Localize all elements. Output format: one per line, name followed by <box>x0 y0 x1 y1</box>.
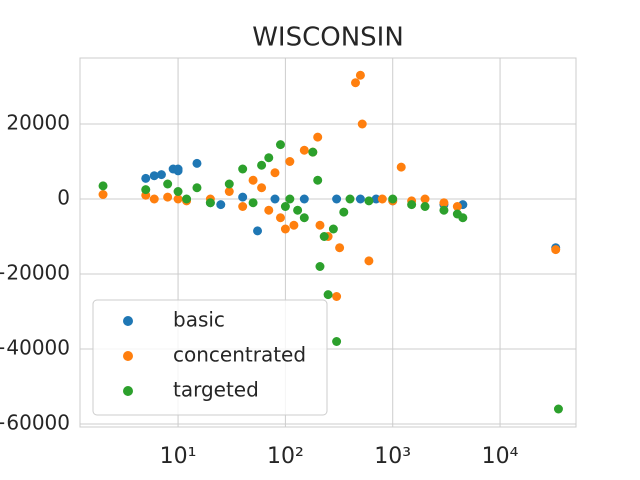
point <box>270 168 280 178</box>
point <box>280 202 290 211</box>
legend-label: targeted <box>173 378 259 402</box>
point <box>264 205 274 215</box>
point <box>173 164 183 174</box>
point <box>407 200 417 210</box>
point <box>285 194 295 204</box>
point <box>351 78 361 88</box>
point <box>253 226 263 236</box>
point <box>163 179 173 189</box>
point <box>156 170 166 180</box>
point <box>224 179 234 189</box>
point <box>238 192 248 202</box>
point <box>173 187 183 196</box>
point <box>396 162 406 172</box>
point <box>248 198 258 208</box>
point <box>420 202 430 211</box>
point <box>355 70 365 80</box>
point <box>248 175 258 185</box>
point <box>275 140 285 150</box>
x-tick-label: 10³ <box>374 444 411 469</box>
point <box>270 194 280 204</box>
point <box>293 205 303 215</box>
point <box>323 290 333 300</box>
point <box>364 196 374 206</box>
point <box>264 153 274 163</box>
plot-frame <box>79 57 577 428</box>
legend-marker <box>123 351 133 361</box>
point <box>182 194 192 204</box>
point <box>192 183 202 193</box>
point <box>257 160 267 170</box>
point <box>452 202 462 211</box>
point <box>275 213 285 223</box>
point <box>315 220 325 230</box>
point <box>319 232 329 241</box>
y-tick-label: −40000 <box>0 336 70 360</box>
point <box>439 205 449 215</box>
point <box>280 224 290 234</box>
point <box>345 194 355 204</box>
point <box>257 183 267 193</box>
point <box>216 200 226 210</box>
x-axis-label: Population <box>275 479 380 480</box>
point <box>98 181 108 191</box>
point <box>420 194 430 204</box>
point <box>553 404 563 414</box>
point <box>551 245 561 255</box>
point <box>149 171 159 181</box>
y-tick-label: −20000 <box>0 261 70 285</box>
x-tick-label: 10² <box>267 444 304 469</box>
point <box>357 119 367 129</box>
point <box>299 213 309 223</box>
point <box>192 158 202 168</box>
y-tick-label: −60000 <box>0 411 70 435</box>
legend-label: basic <box>173 308 225 332</box>
point <box>173 194 183 204</box>
point <box>285 157 295 166</box>
point <box>377 194 387 204</box>
point <box>141 173 151 183</box>
point <box>313 132 323 142</box>
y-tick-label: 20000 <box>6 111 70 135</box>
point <box>299 194 309 204</box>
point <box>458 213 468 223</box>
point <box>328 224 338 234</box>
point <box>141 185 151 195</box>
point <box>98 190 108 199</box>
legend-label: concentrated <box>173 343 306 367</box>
point <box>439 198 449 208</box>
point <box>205 198 215 208</box>
point <box>163 192 173 202</box>
point <box>335 243 345 253</box>
point <box>238 202 248 211</box>
point <box>313 175 323 185</box>
point <box>289 220 299 230</box>
point <box>332 194 342 204</box>
point <box>332 292 342 301</box>
point <box>224 187 234 196</box>
y-tick-label: 0 <box>57 186 70 210</box>
legend-marker <box>123 386 133 396</box>
point <box>371 194 381 204</box>
point <box>388 194 398 204</box>
point <box>299 145 309 155</box>
chart-title: WISCONSIN <box>252 23 404 53</box>
point <box>364 256 374 266</box>
legend-marker <box>123 316 133 326</box>
x-tick-label: 10¹ <box>160 444 197 469</box>
point <box>149 194 159 204</box>
point <box>308 147 318 157</box>
point <box>315 262 325 271</box>
point <box>332 337 342 346</box>
point <box>355 194 365 204</box>
legend-box <box>92 299 328 416</box>
point <box>238 164 248 174</box>
x-tick-label: 10⁴ <box>482 444 519 469</box>
point <box>339 207 349 217</box>
